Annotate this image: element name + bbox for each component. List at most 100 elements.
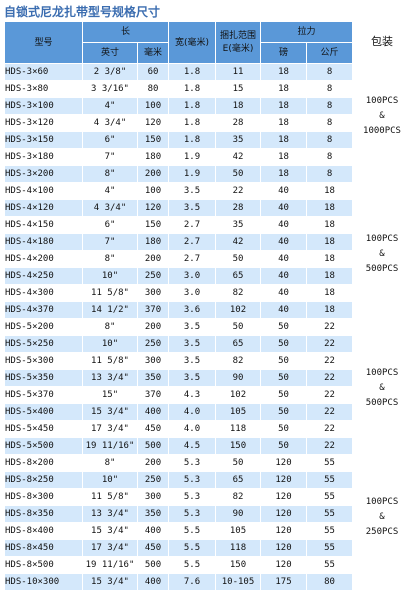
packing-qty-small: 100PCS (365, 234, 399, 244)
packing-qty-large: 500PCS (365, 264, 399, 274)
cell-width: 2.7 (168, 233, 217, 251)
table-row: HDS-8×400 15 3/4" 400 5.5 105 120 55 (4, 522, 354, 540)
cell-length-inch: 15 3/4" (82, 573, 138, 591)
cell-tension-kg: 55 (306, 488, 354, 506)
cell-tension-lb: 50 (260, 420, 308, 438)
cell-width: 2.7 (168, 250, 217, 268)
cell-bundle-range: 35 (215, 131, 262, 149)
cell-bundle-range: 150 (215, 437, 262, 455)
table-row: HDS-4×200 8" 200 2.7 50 40 18 (4, 250, 354, 268)
cell-width: 4.0 (168, 420, 217, 438)
cell-length-inch: 4" (82, 97, 138, 115)
cell-bundle-range: 90 (215, 505, 262, 523)
table-row: HDS-8×450 17 3/4" 450 5.5 118 120 55 (4, 539, 354, 557)
cell-bundle-range: 10-105 (215, 573, 262, 591)
table-row: HDS-4×370 14 1/2" 370 3.6 102 40 18 (4, 301, 354, 319)
cell-width: 1.8 (168, 63, 217, 81)
cell-model: HDS-3×150 (4, 131, 83, 149)
cell-bundle-range: 22 (215, 182, 262, 200)
header-width: 宽(毫米) (168, 21, 217, 64)
cell-length-inch: 11 5/8" (82, 352, 138, 370)
cell-tension-kg: 8 (306, 131, 354, 149)
cell-length-mm: 180 (136, 233, 170, 251)
cell-bundle-range: 50 (215, 454, 262, 472)
cell-tension-kg: 55 (306, 505, 354, 523)
cell-bundle-range: 42 (215, 233, 262, 251)
cell-bundle-range: 82 (215, 284, 262, 302)
cell-bundle-range: 150 (215, 556, 262, 574)
cell-width: 3.5 (168, 182, 217, 200)
cell-tension-lb: 50 (260, 352, 308, 370)
cell-bundle-range: 50 (215, 250, 262, 268)
cell-length-inch: 4 3/4" (82, 199, 138, 217)
cell-bundle-range: 18 (215, 97, 262, 115)
packing-qty-small: 100PCS (365, 96, 399, 106)
packing-ampersand: & (379, 111, 385, 121)
cell-length-inch: 8" (82, 318, 138, 336)
cell-tension-lb: 18 (260, 165, 308, 183)
cell-length-inch: 19 11/16" (82, 437, 138, 455)
cell-width: 1.8 (168, 114, 217, 132)
cell-length-mm: 180 (136, 148, 170, 166)
cell-width: 1.8 (168, 131, 217, 149)
cell-tension-lb: 120 (260, 488, 308, 506)
cell-tension-kg: 22 (306, 420, 354, 438)
cell-tension-lb: 50 (260, 335, 308, 353)
cell-width: 7.6 (168, 573, 217, 591)
cell-model: HDS-3×200 (4, 165, 83, 183)
cell-length-mm: 350 (136, 505, 170, 523)
cell-tension-kg: 22 (306, 437, 354, 455)
cell-bundle-range: 82 (215, 352, 262, 370)
cell-model: HDS-8×450 (4, 539, 83, 557)
cell-width: 1.9 (168, 148, 217, 166)
cell-length-inch: 15 3/4" (82, 403, 138, 421)
cell-length-mm: 200 (136, 454, 170, 472)
table-row: HDS-4×300 11 5/8" 300 3.0 82 40 18 (4, 284, 354, 302)
table-row: HDS-8×200 8" 200 5.3 50 120 55 (4, 454, 354, 472)
header-mm: 毫米 (136, 42, 170, 64)
packing-qty-large: 250PCS (365, 527, 399, 537)
cell-tension-kg: 55 (306, 556, 354, 574)
cell-length-inch: 7" (82, 148, 138, 166)
cell-tension-kg: 8 (306, 114, 354, 132)
cell-tension-lb: 120 (260, 556, 308, 574)
packing-ampersand: & (379, 383, 385, 393)
cell-length-inch: 10" (82, 267, 138, 285)
cell-model: HDS-8×200 (4, 454, 83, 472)
cell-length-mm: 400 (136, 522, 170, 540)
cell-model: HDS-5×250 (4, 335, 83, 353)
header-bundle-range: 捆扎范围E(毫米) (215, 21, 262, 64)
cell-model: HDS-5×500 (4, 437, 83, 455)
cell-tension-kg: 8 (306, 63, 354, 81)
cell-length-inch: 4 3/4" (82, 114, 138, 132)
cell-tension-lb: 120 (260, 539, 308, 557)
cell-bundle-range: 65 (215, 267, 262, 285)
cell-length-mm: 100 (136, 182, 170, 200)
cell-width: 5.3 (168, 505, 217, 523)
cell-width: 3.5 (168, 318, 217, 336)
table-row: HDS-8×350 13 3/4" 350 5.3 90 120 55 (4, 505, 354, 523)
cell-bundle-range: 118 (215, 420, 262, 438)
cell-length-inch: 11 5/8" (82, 488, 138, 506)
table-row: HDS-5×370 15" 370 4.3 102 50 22 (4, 386, 354, 404)
cell-length-inch: 13 3/4" (82, 369, 138, 387)
cell-width: 3.5 (168, 199, 217, 217)
cell-bundle-range: 90 (215, 369, 262, 387)
cell-length-inch: 7" (82, 233, 138, 251)
cell-length-mm: 100 (136, 97, 170, 115)
cell-tension-lb: 18 (260, 148, 308, 166)
cell-length-mm: 300 (136, 352, 170, 370)
cell-width: 3.5 (168, 335, 217, 353)
cell-tension-lb: 18 (260, 131, 308, 149)
cell-width: 5.5 (168, 556, 217, 574)
cell-length-mm: 400 (136, 403, 170, 421)
cell-bundle-range: 11 (215, 63, 262, 81)
table-row: HDS-3×150 6" 150 1.8 35 18 8 (4, 131, 354, 149)
table-row: HDS-3×60 2 3/8" 60 1.8 11 18 8 (4, 63, 354, 81)
cell-bundle-range: 65 (215, 335, 262, 353)
cell-length-mm: 400 (136, 573, 170, 591)
table-row: HDS-3×100 4" 100 1.8 18 18 8 (4, 97, 354, 115)
cell-tension-lb: 50 (260, 386, 308, 404)
cell-tension-lb: 40 (260, 182, 308, 200)
cell-model: HDS-5×200 (4, 318, 83, 336)
